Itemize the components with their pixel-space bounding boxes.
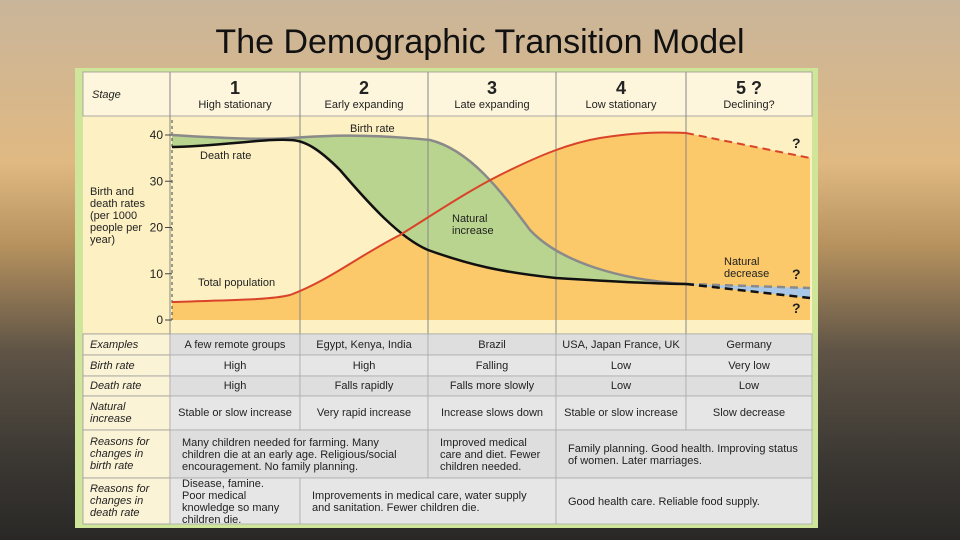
stage-name: Late expanding <box>454 99 530 111</box>
stage-number: 5 ? <box>735 78 762 98</box>
table-cell-text: Very low <box>728 359 770 372</box>
table-cell-text: High <box>352 359 376 372</box>
natural-increase-label: Natural increase <box>452 213 494 237</box>
table-cell-text: Brazil <box>478 338 506 351</box>
natural-increase-area <box>172 135 686 284</box>
table-cell <box>427 395 557 431</box>
stage-label: Stage <box>92 89 121 101</box>
table-cell-text: Very rapid increase <box>316 407 412 419</box>
table-cell-text: Falls more slowly <box>449 380 535 392</box>
table-cell-text: High <box>223 380 247 392</box>
y-tick-label: 20 <box>150 221 164 235</box>
table-cell <box>555 395 687 431</box>
birth-rate-label: Birth rate <box>350 123 395 135</box>
y-tick-label: 30 <box>150 174 164 188</box>
table-cell-text: Slow decrease <box>712 407 786 419</box>
stage-name: Low stationary <box>585 99 657 111</box>
table-cell <box>299 395 429 431</box>
row-label-cell <box>82 477 171 525</box>
table-cell-text: Falls rapidly <box>334 380 394 392</box>
question-mark: ? <box>792 135 801 151</box>
table-cell-text: USA, Japan France, UK <box>562 338 680 351</box>
death-rate-line <box>171 138 687 286</box>
table-cell <box>169 395 301 431</box>
table-cell-text: High <box>223 359 247 372</box>
population-label: Total population <box>198 277 276 289</box>
stage-name: High stationary <box>198 99 272 111</box>
stage-number: 2 <box>358 78 369 98</box>
death-rate-label: Death rate <box>200 150 252 162</box>
table-cell-text: Increase slows down <box>440 407 544 419</box>
table-cell-text: Low <box>610 380 632 392</box>
row-label: Natural increase <box>90 401 132 425</box>
table-cell-text: Falling <box>475 359 509 372</box>
row-label: Examples <box>90 338 139 351</box>
table-cell <box>169 477 301 525</box>
table-cell-text: Stable or slow increase <box>178 407 292 419</box>
header-row <box>82 71 813 117</box>
stage-number: 4 <box>615 78 626 98</box>
natural-decrease-label: Natural decrease <box>724 256 770 280</box>
y-axis-label: Birth and death rates (per 1000 people p… <box>90 186 146 246</box>
table-cell-text: Egypt, Kenya, India <box>316 338 412 351</box>
question-mark: ? <box>792 266 801 282</box>
y-tick-label: 40 <box>150 128 164 142</box>
table-cell <box>555 429 813 479</box>
table-cell <box>685 395 813 431</box>
birth-rate-line <box>171 133 687 286</box>
table-cell-text: Good health care. Reliable food supply. <box>568 496 760 508</box>
table-cell-text: Germany <box>726 338 772 351</box>
row-label: Death rate <box>90 380 142 392</box>
table-cell-text: Improved medical care and diet. Fewer ch… <box>440 437 541 473</box>
table-cell-text: Stable or slow increase <box>564 407 678 419</box>
y-tick-label: 10 <box>150 267 164 281</box>
row-label: Reasons for changes in death rate <box>90 483 150 519</box>
table-cell <box>555 477 813 525</box>
row-label-cell <box>82 395 171 431</box>
birth-rate-projection <box>685 282 811 290</box>
row-label: Birth rate <box>90 359 135 372</box>
death-rate-projection <box>685 282 811 300</box>
table-cell-text: A few remote groups <box>184 338 286 351</box>
table-cell <box>299 477 557 525</box>
population-line <box>171 131 687 303</box>
table-cell-text: Many children needed for farming. Many c… <box>182 437 397 473</box>
table-cell-text: Family planning. Good health. Improving … <box>568 443 798 467</box>
slide-title: The Demographic Transition Model <box>215 23 745 61</box>
stage-name: Early expanding <box>324 99 404 111</box>
table-cell-text: Improvements in medical care, water supp… <box>312 490 527 514</box>
stage-number: 1 <box>229 78 240 98</box>
table-cell-text: Low <box>738 380 760 392</box>
stage-name: Declining? <box>723 99 775 111</box>
table-cell-text: Disease, famine. Poor medical knowledge … <box>182 478 280 526</box>
y-tick-label: 0 <box>156 313 163 327</box>
row-label: Reasons for changes in birth rate <box>90 436 150 472</box>
table-cell-text: Low <box>610 359 632 372</box>
stage-number: 3 <box>486 78 497 98</box>
table-cell <box>427 429 557 479</box>
population-projection <box>685 132 811 159</box>
question-mark: ? <box>792 300 801 316</box>
